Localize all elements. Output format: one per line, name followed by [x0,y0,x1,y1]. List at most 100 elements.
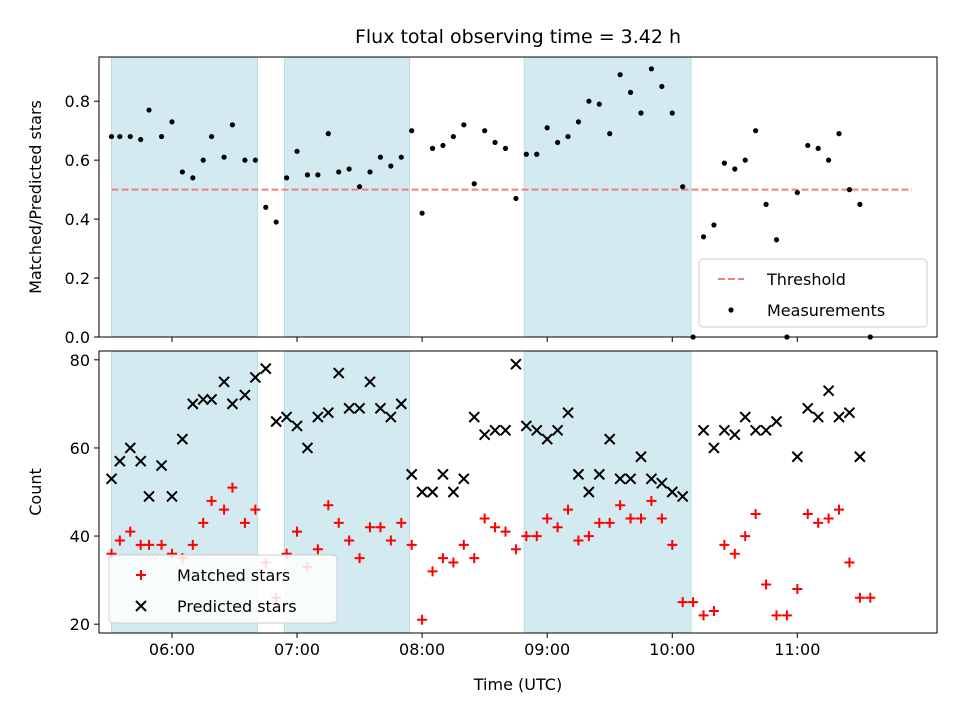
data-point [520,420,533,432]
data-point [333,367,345,379]
data-point [388,163,394,169]
x-tick-label: 10:00 [649,640,695,659]
data-point [242,157,248,163]
data-point [114,455,126,467]
data-point [250,504,261,515]
data-point [138,136,144,143]
data-point [792,583,803,594]
data-point [490,522,501,533]
data-point [583,486,595,498]
data-point [773,237,780,243]
data-point [729,429,741,441]
y-tick-label: 40 [70,527,90,546]
y-axis-label: Count [26,468,45,516]
legend-label: Predicted stars [177,597,297,616]
data-point [479,513,490,524]
shaded-interval-1 [284,56,411,338]
x-tick-label: 06:00 [149,640,195,659]
data-point [260,362,272,375]
data-point [648,66,655,72]
y-tick-label: 0.0 [65,328,90,347]
data-point [143,490,155,503]
legend: Matched stars Predicted stars [108,554,338,624]
data-point [521,531,532,542]
shaded-interval-0 [111,56,258,338]
data-point [280,411,293,423]
data-point [409,128,415,134]
chart-title: Flux total observing time = 3.42 h [355,26,681,48]
data-point [166,490,178,503]
y-tick-label: 0.4 [65,210,90,229]
data-point [478,429,491,441]
series-measurements [108,66,873,340]
data-point [656,513,667,524]
data-point [719,539,730,550]
legend-label: Matched stars [177,566,290,585]
y-tick-label: 60 [70,439,90,458]
data-point [833,411,845,423]
data-point [711,222,717,228]
data-point [336,169,342,175]
x-tick-label: 07:00 [274,640,320,659]
data-point [427,566,438,577]
data-point [429,145,436,151]
data-point [739,411,751,423]
data-point [156,539,167,550]
data-point [659,83,665,90]
data-point [562,406,574,419]
data-point [791,451,804,463]
y-tick-label: 0.6 [65,151,90,170]
data-point [354,553,365,564]
data-point [187,398,199,410]
data-point [781,610,792,621]
data-point [146,107,152,113]
data-point [492,139,498,146]
data-point [857,201,863,207]
legend-label: Threshold [766,270,846,289]
data-point [575,119,582,125]
data-point [364,522,375,533]
data-point [552,522,563,533]
data-point [805,142,811,149]
data-point [291,420,303,432]
data-point [541,433,553,445]
data-point [239,389,251,401]
data-point [114,535,125,546]
data-point [844,557,855,568]
bottom-panel: 06:00 07:00 08:00 09:00 10:00 11:00 20 40 60 80 Co… [26,350,938,659]
data-point [437,468,449,481]
data-point [729,548,740,559]
y-tick-label: 0.8 [65,92,90,111]
data-point [229,122,236,128]
data-point [732,166,738,172]
shaded-interval-2 [523,350,692,634]
data-point [749,424,762,437]
data-point [284,175,290,181]
data-point [500,526,511,537]
data-point [221,154,227,160]
data-point [198,517,209,528]
data-point [344,535,355,546]
axes-frame [98,56,938,338]
data-point [771,610,782,621]
data-point [513,195,519,202]
data-point [315,172,321,178]
data-point [353,402,366,414]
axes-frame [98,350,938,634]
data-point [607,131,613,137]
data-point [635,513,646,524]
data-point [742,157,748,163]
data-point [356,184,363,190]
data-point [416,486,428,498]
data-point [510,358,522,370]
data-point [398,154,404,160]
data-point [406,539,417,550]
y-tick-label: 20 [70,615,90,634]
data-point [823,513,834,524]
data-point [458,539,469,550]
data-point [614,473,626,485]
x-tick-label: 11:00 [774,640,820,659]
data-point [826,157,832,163]
data-point [448,557,459,568]
